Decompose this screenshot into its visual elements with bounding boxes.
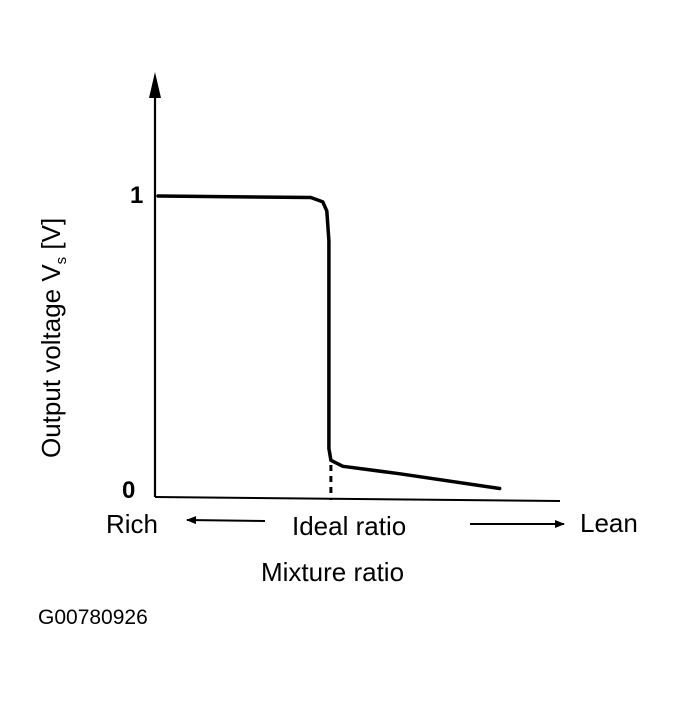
x-annotation-ideal-ratio: Ideal ratio (292, 511, 406, 541)
x-axis (154, 496, 561, 502)
x-annotation-rich: Rich (106, 509, 158, 539)
x-annotation-lean: Lean (580, 508, 638, 538)
x-axis-label: Mixture ratio (261, 557, 404, 587)
rich-arrow (186, 516, 266, 525)
y-tick-label-0: 0 (122, 477, 135, 504)
figure-id: G00780926 (38, 606, 148, 629)
y-axis-label: Output voltage Vs [V] (36, 218, 70, 458)
y-tick-label-1: 1 (130, 182, 143, 209)
y-axis-arrowhead (149, 72, 161, 98)
output-voltage-curve (156, 194, 502, 491)
